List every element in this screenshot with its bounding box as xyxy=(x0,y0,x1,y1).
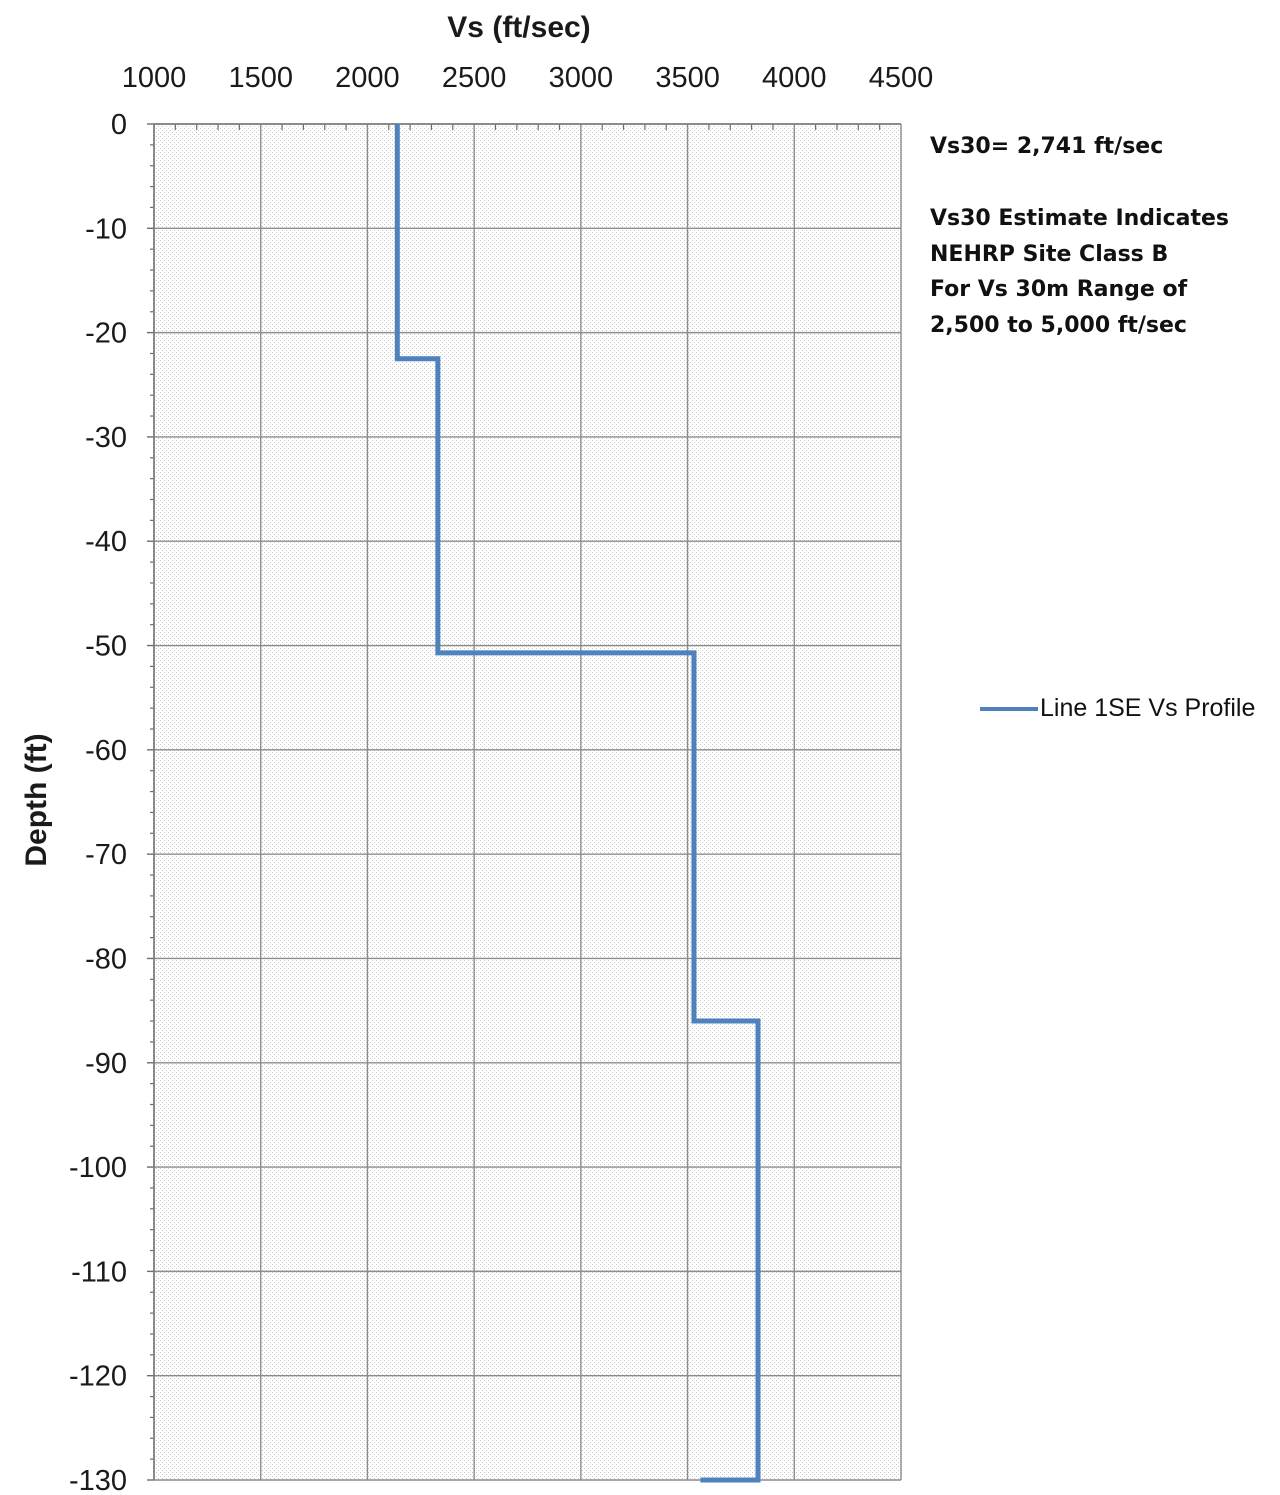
x-tick-label: 4500 xyxy=(869,62,934,94)
site-class-note-line-2: NEHRP Site Class B xyxy=(930,242,1169,267)
y-tick-label: -90 xyxy=(85,1048,127,1080)
y-tick-label: -110 xyxy=(71,1256,127,1288)
x-tick-label: 1500 xyxy=(228,62,293,94)
y-tick-label: -70 xyxy=(85,839,127,871)
legend-label: Line 1SE Vs Profile xyxy=(1040,694,1256,722)
vs30-value-note: Vs30= 2,741 ft/sec xyxy=(930,134,1164,159)
y-tick-label: -80 xyxy=(85,943,127,975)
site-class-note-line-3: For Vs 30m Range of xyxy=(930,277,1188,302)
y-tick-label: -50 xyxy=(85,631,127,663)
y-tick-label: -130 xyxy=(69,1465,127,1495)
x-tick-label: 2500 xyxy=(442,62,507,94)
site-class-note-line-1: Vs30 Estimate Indicates xyxy=(930,206,1229,231)
plot-area xyxy=(154,124,901,1480)
legend: Line 1SE Vs Profile xyxy=(980,694,1255,723)
x-tick-label: 4000 xyxy=(762,62,827,94)
x-tick-label: 1000 xyxy=(122,62,187,94)
site-class-note-line-4: 2,500 to 5,000 ft/sec xyxy=(930,313,1187,338)
y-axis-title: Depth (ft) xyxy=(20,733,53,866)
x-tick-label: 3500 xyxy=(655,62,720,94)
y-tick-label: -40 xyxy=(85,526,127,558)
y-tick-label: -120 xyxy=(69,1361,127,1393)
y-tick-label: -60 xyxy=(85,735,127,767)
x-tick-label: 2000 xyxy=(335,62,400,94)
x-axis-title: Vs (ft/sec) xyxy=(447,11,590,44)
y-tick-label: -10 xyxy=(85,213,127,245)
y-tick-label: 0 xyxy=(111,109,127,141)
y-tick-label: -30 xyxy=(85,422,127,454)
legend-swatch xyxy=(980,706,1038,711)
series-line xyxy=(394,124,761,1483)
y-tick-label: -100 xyxy=(69,1152,127,1184)
y-tick-label: -20 xyxy=(85,318,127,350)
x-tick-label: 3000 xyxy=(549,62,614,94)
